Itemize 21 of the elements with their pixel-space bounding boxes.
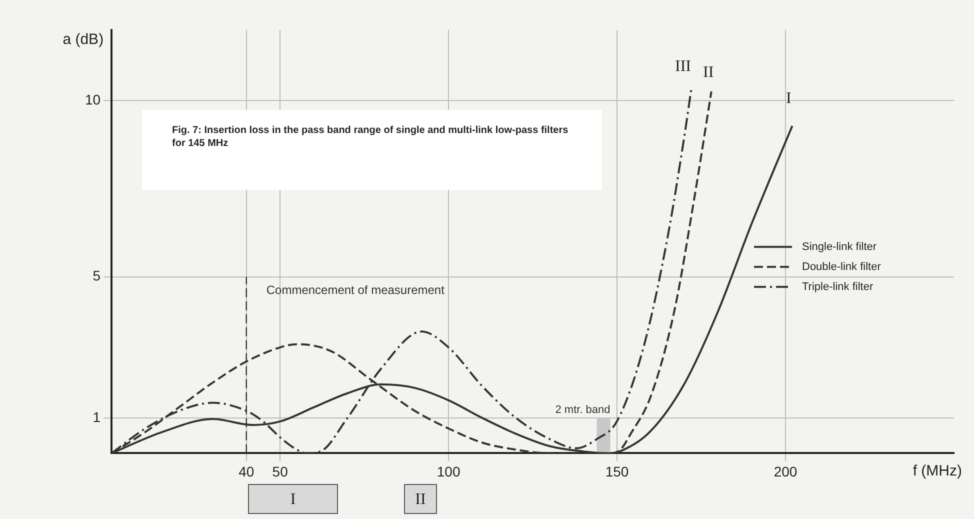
y-tick-label: 1 [92, 408, 101, 425]
x-tick-label: 40 [238, 463, 254, 480]
annotation: II [703, 64, 714, 82]
text: Fig. 7: Insertion loss in the pass band range of single and multi-link low-pass filters for 145 MHz [172, 124, 570, 150]
ref-line-label: Commencement of measurement [266, 283, 446, 298]
y-tick-label: 5 [92, 268, 101, 284]
legend-label: Single-link filter [802, 240, 877, 253]
x-tick-label: 200 [774, 463, 798, 480]
x-tick-label: 150 [605, 463, 629, 480]
x-tick-label: 50 [272, 463, 288, 480]
text: II [404, 484, 437, 514]
annotation: I [786, 90, 792, 108]
y-axis-title: a (dB) [62, 31, 104, 48]
legend-label: Triple-link filter [802, 280, 874, 293]
x-tick-label: 100 [436, 463, 460, 480]
text: I [248, 484, 338, 514]
band-label: 2 mtr. band [555, 404, 610, 416]
x-axis-title: f (MHz) [912, 462, 962, 480]
legend-label: Double-link filter [802, 260, 882, 273]
y-tick-label: 10 [84, 91, 101, 108]
annotation: III [675, 58, 691, 76]
